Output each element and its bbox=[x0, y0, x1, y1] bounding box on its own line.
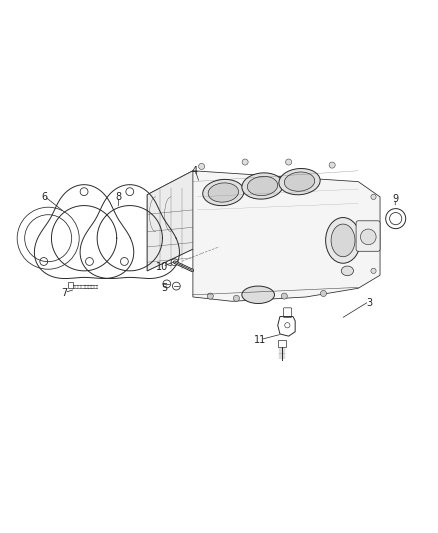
Ellipse shape bbox=[279, 168, 320, 195]
Text: 11: 11 bbox=[254, 335, 266, 345]
Circle shape bbox=[242, 159, 248, 165]
Polygon shape bbox=[147, 171, 380, 301]
Ellipse shape bbox=[341, 266, 353, 276]
Ellipse shape bbox=[203, 180, 244, 206]
Polygon shape bbox=[147, 171, 193, 271]
Ellipse shape bbox=[247, 176, 278, 196]
Circle shape bbox=[286, 159, 292, 165]
Text: 5: 5 bbox=[162, 283, 168, 293]
FancyBboxPatch shape bbox=[356, 221, 380, 251]
Text: 4: 4 bbox=[192, 166, 198, 176]
Circle shape bbox=[373, 229, 378, 235]
Circle shape bbox=[171, 259, 178, 265]
Circle shape bbox=[233, 295, 240, 301]
Text: 9: 9 bbox=[392, 194, 398, 204]
Circle shape bbox=[321, 290, 326, 296]
Text: 7: 7 bbox=[61, 288, 67, 298]
Circle shape bbox=[207, 293, 213, 299]
Ellipse shape bbox=[325, 217, 360, 263]
Text: 10: 10 bbox=[156, 262, 169, 271]
Circle shape bbox=[198, 163, 205, 169]
Ellipse shape bbox=[284, 172, 315, 191]
Circle shape bbox=[329, 162, 335, 168]
Circle shape bbox=[371, 268, 376, 273]
Ellipse shape bbox=[208, 183, 239, 202]
Ellipse shape bbox=[331, 224, 355, 257]
Text: 8: 8 bbox=[116, 192, 122, 202]
Text: 3: 3 bbox=[366, 298, 372, 309]
Text: 6: 6 bbox=[41, 192, 47, 202]
Circle shape bbox=[281, 293, 287, 299]
Circle shape bbox=[371, 194, 376, 199]
Circle shape bbox=[360, 229, 376, 245]
Ellipse shape bbox=[242, 173, 283, 199]
Ellipse shape bbox=[242, 286, 275, 303]
